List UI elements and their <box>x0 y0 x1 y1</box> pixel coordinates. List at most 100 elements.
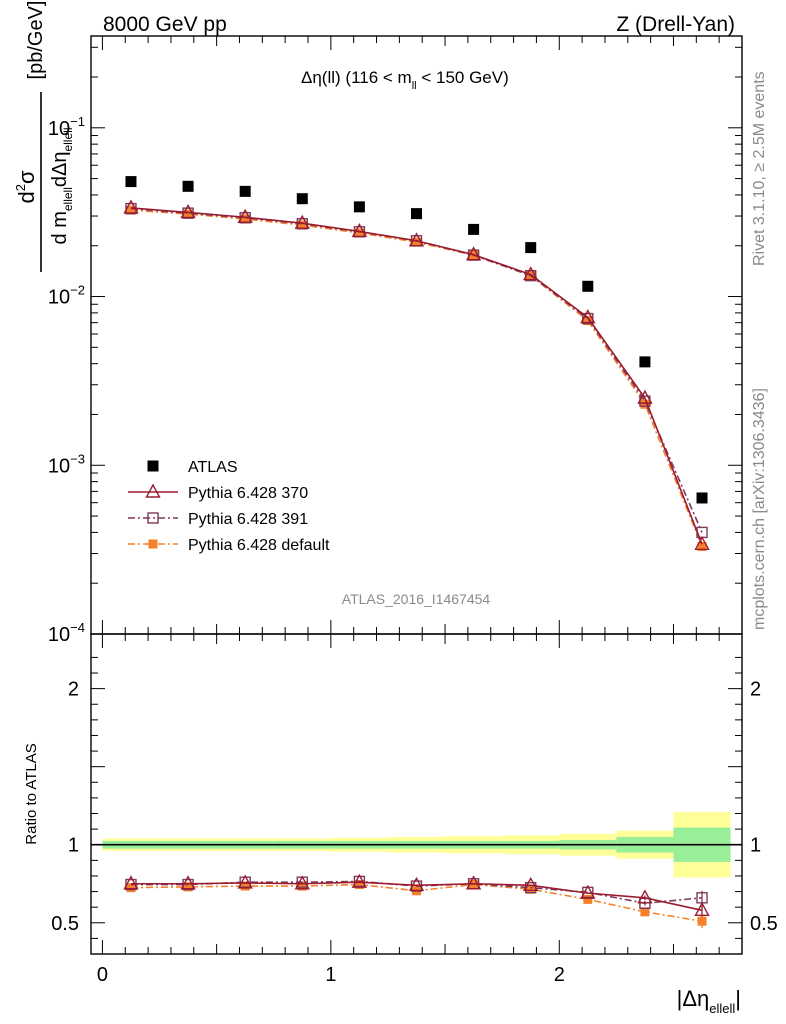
chart-title-sub: ll <box>412 80 417 92</box>
ratio-x-tick-label: 2 <box>554 964 565 986</box>
ratio-y-label: Ratio to ATLAS <box>23 743 40 844</box>
legend-label: Pythia 6.428 default <box>188 537 330 554</box>
marker-filled-square-small <box>183 882 193 892</box>
marker-open-triangle <box>465 246 482 261</box>
marker-filled-square-small <box>354 228 364 238</box>
x-axis-label: |Δηellell| <box>677 986 741 1016</box>
marker-filled-square-small <box>148 539 158 549</box>
marker-filled-square <box>525 242 537 254</box>
marker-filled-square <box>582 280 594 292</box>
main-x-ticks <box>101 36 720 634</box>
marker-filled-square <box>696 492 708 504</box>
marker-filled-square <box>147 460 159 472</box>
marker-filled-square <box>468 223 480 235</box>
marker-open-triangle <box>408 876 425 892</box>
marker-open-triangle <box>294 875 310 890</box>
marker-filled-square-small <box>240 881 250 891</box>
marker-open-triangle <box>123 199 139 214</box>
x-label-main: |Δη <box>677 986 710 1011</box>
legend-label: Pythia 6.428 391 <box>188 511 308 528</box>
y-label-sub1: ellell <box>61 187 75 211</box>
chart-title: Δη(ll) (116 < mll < 150 GeV) <box>301 68 509 92</box>
marker-filled-square-small <box>240 214 250 224</box>
marker-open-triangle <box>637 389 653 404</box>
ratio-y-tick-label-right: 2 <box>750 679 761 701</box>
main-y-axis: 10−110−210−310−4 <box>48 46 742 646</box>
marker-open-triangle <box>237 208 253 223</box>
marker-open-triangle <box>351 873 368 888</box>
main-data-marks <box>123 176 710 552</box>
analysis-watermark: ATLAS_2016_I1467454 <box>342 591 491 607</box>
marker-filled-square <box>639 356 651 368</box>
legend-label: ATLAS <box>188 459 238 476</box>
marker-filled-square-small <box>183 209 193 219</box>
marker-filled-square-small <box>297 220 307 230</box>
main-y-tick-base: 10 <box>48 624 70 646</box>
marker-filled-square-small <box>697 916 707 926</box>
rivet-label: Rivet 3.1.10, ≥ 2.5M events <box>751 71 768 266</box>
y-label-numerator: d2σ <box>13 170 39 203</box>
marker-filled-square-small <box>526 884 536 894</box>
y-label-unit: [pb/GeV] <box>25 1 47 80</box>
marker-filled-square-small <box>126 883 136 893</box>
x-label-tail: | <box>735 986 741 1011</box>
header-left: 8000 GeV pp <box>103 13 227 36</box>
marker-open-triangle <box>123 875 139 890</box>
main-y-tick-exp: −3 <box>70 451 85 466</box>
chart-title-tail: < 150 GeV) <box>417 68 509 87</box>
ratio-y-tick-label-right: 1 <box>750 835 761 857</box>
legend: ATLAS Pythia 6.428 370 Pythia 6.428 391 Pyt… <box>128 459 330 554</box>
main-y-tick-label: 10−2 <box>48 283 85 309</box>
chart-title-main: Δη(ll) (116 < m <box>301 68 412 87</box>
marker-open-square <box>147 512 159 524</box>
marker-open-triangle <box>694 901 710 916</box>
marker-open-triangle <box>465 875 482 890</box>
legend-label: Pythia 6.428 370 <box>188 485 308 502</box>
y-label-dm: d m <box>49 211 71 244</box>
main-y-label: d2σ d mellelldΔηellell [pb/GeV] <box>13 1 75 272</box>
marker-open-triangle <box>523 876 539 892</box>
ratio-x-tick-label: 1 <box>325 964 336 986</box>
marker-open-triangle <box>237 874 253 889</box>
marker-open-triangle <box>637 889 653 904</box>
marker-filled-square-small <box>697 542 707 552</box>
y-label-denominator: d mellelldΔηellell <box>49 128 75 245</box>
marker-filled-square-small <box>583 894 593 904</box>
y-label-sigma: σ <box>14 170 39 184</box>
marker-filled-square <box>353 201 365 213</box>
header-right: Z (Drell-Yan) <box>616 13 735 36</box>
main-y-tick-exp: −4 <box>70 620 85 635</box>
marker-filled-square-small <box>640 399 650 409</box>
marker-open-triangle <box>580 884 596 899</box>
main-y-tick-label: 10−3 <box>48 451 85 477</box>
marker-filled-square <box>239 185 251 197</box>
y-label-deta: dΔη <box>49 152 71 188</box>
ratio-y-axis: 0.5 0.5 1 1 2 2 <box>51 656 778 939</box>
marker-filled-square-small <box>583 316 593 326</box>
marker-filled-square-small <box>126 205 136 215</box>
marker-open-triangle <box>580 309 596 324</box>
main-y-tick-base: 10 <box>48 287 70 309</box>
marker-open-triangle <box>294 214 310 229</box>
ratio-x-axis: 0 1 2 <box>97 634 720 986</box>
main-panel: 10−110−210−310−4 Δη(ll) (116 < mll < 150… <box>13 1 743 646</box>
main-y-tick-label: 10−4 <box>48 620 85 646</box>
marker-open-triangle <box>351 223 368 238</box>
ratio-frame <box>90 633 743 955</box>
marker-open-triangle <box>180 875 196 890</box>
ratio-y-tick-label: 2 <box>68 679 79 701</box>
ratio-panel: 0.5 0.5 1 1 2 2 0 1 2 Ratio to ATLAS |Δηellell| <box>23 633 778 1016</box>
ratio-series-line <box>130 881 703 912</box>
marker-filled-square-small <box>412 237 421 247</box>
main-y-tick-base: 10 <box>48 118 70 140</box>
marker-filled-square <box>125 176 137 188</box>
main-y-tick-exp: −2 <box>70 283 85 298</box>
marker-filled-square <box>296 193 308 205</box>
main-y-tick-base: 10 <box>48 455 70 477</box>
marker-open-triangle <box>694 535 710 551</box>
main-series-line <box>130 207 703 533</box>
marker-open-triangle <box>180 203 196 219</box>
ratio-y-tick-label: 0.5 <box>51 913 79 935</box>
y-label-sup: 2 <box>13 184 28 191</box>
